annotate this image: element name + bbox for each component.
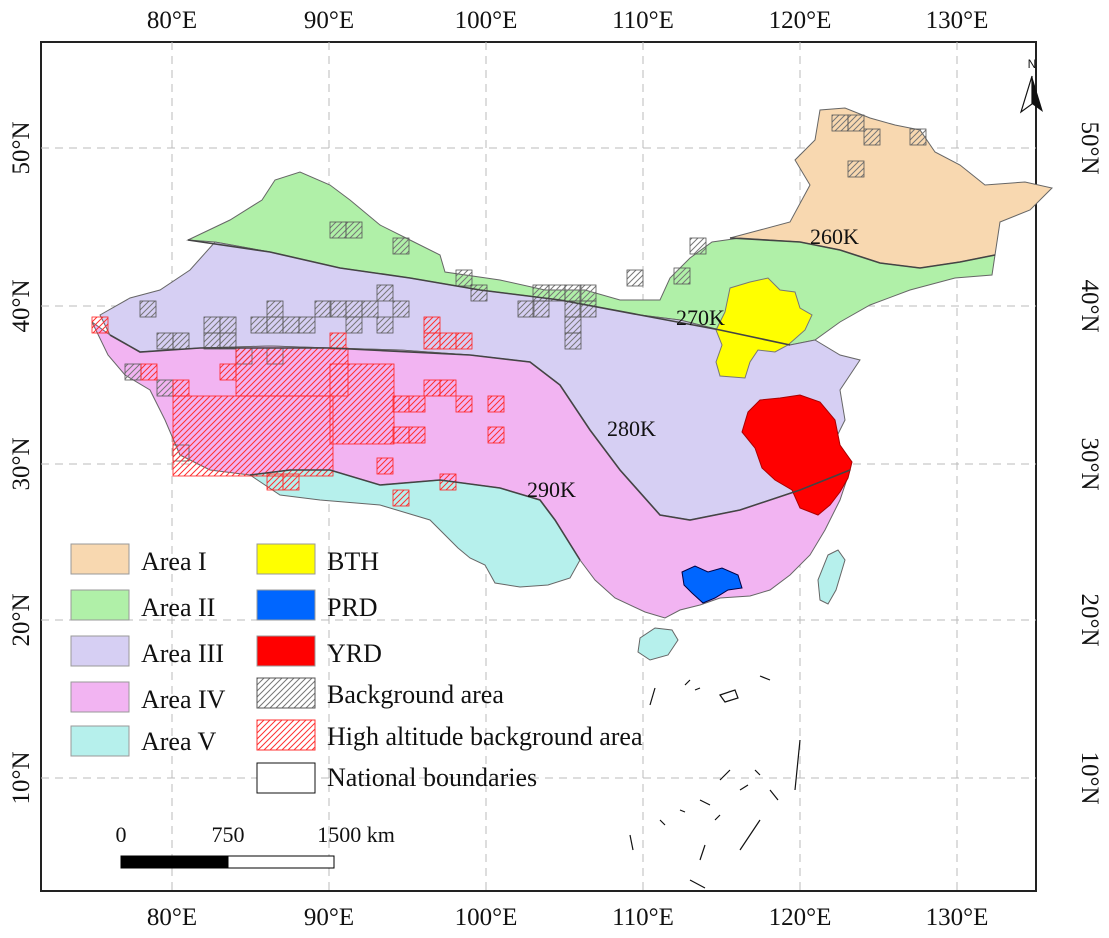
isotherm-label: 280K (607, 416, 656, 441)
legend-label: Area II (141, 593, 215, 622)
lat-tick-right: 30°N (1076, 437, 1103, 490)
legend-label: YRD (327, 639, 382, 668)
lat-labels-left: 50°N 40°N 30°N 20°N 10°N (8, 121, 35, 804)
legend-label: Area V (141, 727, 217, 756)
lat-labels-right: 50°N 40°N 30°N 20°N 10°N (1076, 121, 1103, 804)
lon-tick-top: 120°E (769, 7, 832, 34)
lon-tick-bottom: 80°E (147, 904, 197, 931)
legend-label: Area III (141, 639, 224, 668)
legend-swatch-boundaries (256, 762, 316, 794)
legend-swatch-area-ii (70, 589, 130, 621)
isotherm-lines (109, 237, 996, 561)
legend-swatch-bth (256, 543, 316, 575)
legend-label: BTH (327, 547, 379, 576)
high-altitude-cells (91, 316, 505, 507)
lat-tick-right: 40°N (1076, 279, 1103, 332)
scale-label: 750 (212, 822, 245, 847)
scale-label: 1500 km (317, 822, 395, 847)
lon-tick-bottom: 120°E (769, 904, 832, 931)
legend-swatch-area-i (70, 543, 130, 575)
lat-tick-left: 20°N (8, 593, 35, 646)
legend: Area I Area II Area III Area IV Area V B… (70, 543, 643, 794)
legend-swatch-yrd (256, 635, 316, 667)
lon-tick-bottom: 110°E (612, 904, 674, 931)
lon-labels-bottom: 80°E 90°E 100°E 110°E 120°E 130°E (147, 904, 989, 931)
north-label: N (1028, 57, 1037, 71)
legend-label: Area I (141, 547, 207, 576)
lon-tick-top: 100°E (455, 7, 518, 34)
legend-label: Background area (327, 680, 504, 709)
lat-tick-left: 40°N (8, 279, 35, 332)
lon-tick-bottom: 100°E (455, 904, 518, 931)
scale-label: 0 (116, 822, 127, 847)
north-arrow-icon: N (1019, 57, 1043, 114)
prd-region (681, 565, 743, 604)
isotherm-label: 270K (676, 305, 725, 330)
lat-tick-right: 10°N (1076, 751, 1103, 804)
legend-swatch-background (256, 677, 316, 709)
legend-swatch-area-iii (70, 635, 130, 667)
isotherm-label: 290K (527, 477, 576, 502)
south-sea-islands (629, 675, 801, 889)
lon-tick-top: 110°E (612, 7, 674, 34)
legend-swatch-area-v (70, 725, 130, 757)
legend-label: Area IV (141, 685, 226, 714)
taiwan-island (817, 549, 846, 605)
legend-swatch-high-altitude (256, 719, 316, 751)
lon-tick-bottom: 90°E (304, 904, 354, 931)
lat-tick-left: 10°N (8, 751, 35, 804)
lat-tick-left: 30°N (8, 437, 35, 490)
scale-bar: 0 750 1500 km (116, 822, 395, 869)
yrd-region (741, 394, 853, 516)
legend-label: High altitude background area (327, 722, 643, 751)
lat-tick-right: 50°N (1076, 121, 1103, 174)
hainan-island (637, 627, 679, 661)
lon-tick-bottom: 130°E (926, 904, 989, 931)
legend-label: PRD (327, 593, 378, 622)
legend-label: National boundaries (327, 763, 537, 792)
lon-labels-top: 80°E 90°E 100°E 110°E 120°E 130°E (147, 7, 989, 34)
legend-swatch-area-iv (70, 681, 130, 713)
lon-tick-top: 130°E (926, 7, 989, 34)
bth-region (715, 277, 813, 379)
isotherm-label: 260K (810, 224, 859, 249)
lon-tick-top: 90°E (304, 7, 354, 34)
lat-tick-right: 20°N (1076, 593, 1103, 646)
legend-swatch-prd (256, 589, 316, 621)
lat-tick-left: 50°N (8, 121, 35, 174)
lon-tick-top: 80°E (147, 7, 197, 34)
